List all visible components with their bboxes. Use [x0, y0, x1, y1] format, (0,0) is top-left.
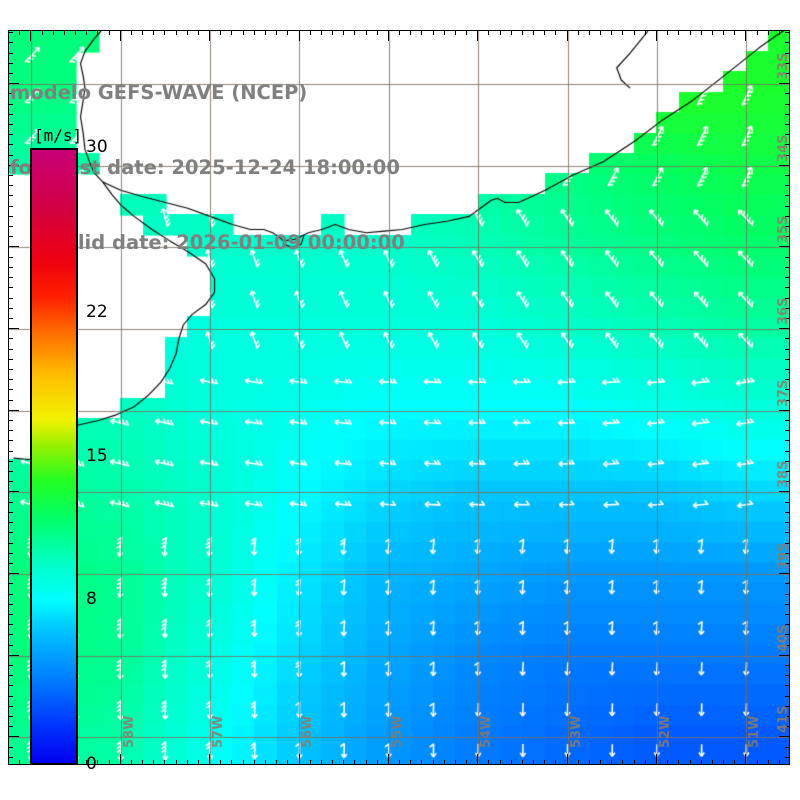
latitude-label-36S: 36S [776, 297, 791, 326]
colorbar-units-label: [m/s] [34, 126, 83, 145]
latitude-label-38S: 38S [776, 460, 791, 489]
latitude-label-34S: 34S [776, 134, 791, 162]
colorbar-gradient[interactable] [30, 148, 78, 765]
colorbar-tick-30: 30 [86, 137, 108, 157]
latitude-label-33S: 33S [776, 52, 791, 81]
longitude-label-53W: 53W [568, 715, 584, 748]
longitude-label-57W: 57W [211, 715, 227, 748]
colorbar-tick-8: 8 [86, 589, 97, 610]
axis-ticks-right [778, 30, 790, 765]
axis-ticks-bottom [8, 753, 790, 765]
latitude-label-41S: 41S [776, 705, 791, 734]
latitude-label-35S: 35S [776, 215, 791, 244]
latitude-label-40S: 40S [776, 624, 791, 652]
forecast-date-line: forecast date: 2025-12-24 18:00:00 [10, 156, 400, 179]
axis-ticks-top [8, 30, 790, 42]
longitude-label-51W: 51W [747, 715, 763, 748]
latitude-label-39S: 39S [776, 542, 791, 571]
model-name-line: modelo GEFS-WAVE (NCEP) [10, 81, 308, 104]
longitude-label-54W: 54W [479, 715, 495, 748]
longitude-label-55W: 55W [389, 715, 405, 748]
colorbar-tick-22: 22 [86, 301, 108, 322]
longitude-label-58W: 58W [121, 715, 137, 748]
colorbar-tick-0: 0 [86, 754, 97, 774]
graticule-grid-layer [9, 31, 789, 764]
valid-date-line: valid date: 2026-01-09 00:00:00 [52, 231, 405, 254]
figure-title-block: modelo GEFS-WAVE (NCEP) forecast date: 2… [10, 30, 530, 305]
map-plot-area[interactable] [8, 30, 790, 765]
axis-ticks-left [8, 30, 20, 765]
colorbar-tick-15: 15 [86, 445, 108, 466]
longitude-label-56W: 56W [300, 715, 316, 748]
longitude-label-52W: 52W [657, 715, 673, 748]
latitude-label-37S: 37S [776, 379, 791, 407]
